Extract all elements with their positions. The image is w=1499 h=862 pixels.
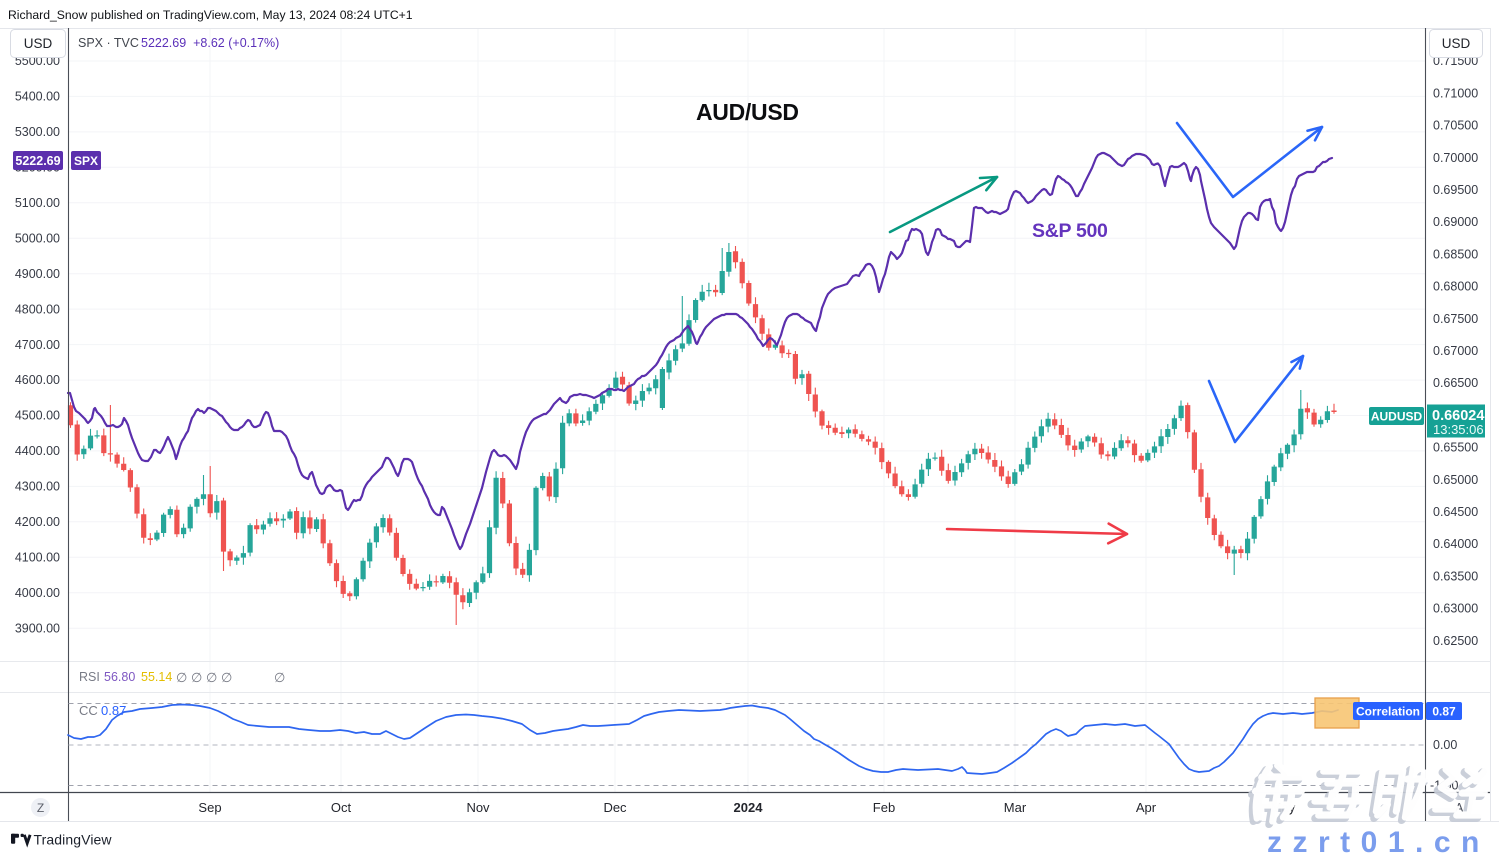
svg-text:0.71000: 0.71000 [1433,86,1478,100]
svg-text:Richard_Snow published on Trad: Richard_Snow published on TradingView.co… [8,8,413,22]
svg-text:∅: ∅ [221,670,232,685]
svg-text:0.67000: 0.67000 [1433,344,1478,358]
svg-text:5222.69 +8.62 (+0.17%): 5222.69 +8.62 (+0.17%) [141,36,279,50]
svg-text:TradingView: TradingView [34,832,113,848]
svg-text:0.68500: 0.68500 [1433,247,1478,261]
svg-text:0.65500: 0.65500 [1433,441,1478,455]
svg-text:Dec: Dec [603,800,627,815]
svg-text:S&P 500: S&P 500 [1032,220,1108,242]
svg-text:0.63000: 0.63000 [1433,602,1478,616]
svg-text:0.00: 0.00 [1433,738,1457,752]
svg-text:4700.00: 4700.00 [15,338,60,352]
svg-text:0.63500: 0.63500 [1433,569,1478,583]
svg-text:0.66024: 0.66024 [1432,408,1484,424]
svg-text:Sep: Sep [198,800,221,815]
svg-text:5400.00: 5400.00 [15,90,60,104]
svg-text:USD: USD [1442,36,1471,51]
svg-text:USD: USD [24,36,53,51]
svg-text:SPX: SPX [74,154,98,168]
svg-text:Nov: Nov [466,800,490,815]
svg-text:0.64500: 0.64500 [1433,505,1478,519]
svg-text:0.69000: 0.69000 [1433,215,1478,229]
svg-text:0.64000: 0.64000 [1433,537,1478,551]
svg-text:4400.00: 4400.00 [15,444,60,458]
svg-text:0.69500: 0.69500 [1433,183,1478,197]
svg-text:5100.00: 5100.00 [15,196,60,210]
svg-text:Correlation: Correlation [1356,705,1420,719]
svg-text:AUD/USD: AUD/USD [696,99,799,125]
svg-text:Mar: Mar [1004,800,1027,815]
svg-text:55.14: 55.14 [141,670,172,684]
svg-text:5000.00: 5000.00 [15,231,60,245]
svg-text:0.66500: 0.66500 [1433,376,1478,390]
svg-text:5300.00: 5300.00 [15,125,60,139]
svg-text:4800.00: 4800.00 [15,302,60,316]
svg-text:Oct: Oct [331,800,352,815]
svg-text:13:35:06: 13:35:06 [1433,422,1484,437]
svg-text:4500.00: 4500.00 [15,409,60,423]
svg-text:2024: 2024 [734,800,764,815]
svg-text:4300.00: 4300.00 [15,480,60,494]
svg-text:∅: ∅ [274,670,285,685]
svg-text:A: A [1455,801,1464,815]
svg-text:∅: ∅ [206,670,217,685]
svg-text:0.67500: 0.67500 [1433,312,1478,326]
svg-text:0.65000: 0.65000 [1433,473,1478,487]
svg-text:3900.00: 3900.00 [15,621,60,635]
svg-text:4000.00: 4000.00 [15,586,60,600]
svg-text:4600.00: 4600.00 [15,373,60,387]
svg-text:0.68000: 0.68000 [1433,280,1478,294]
svg-text:0.62500: 0.62500 [1433,634,1478,648]
svg-text:5222.69: 5222.69 [15,154,60,168]
svg-text:56.80: 56.80 [104,670,135,684]
svg-text:0.87: 0.87 [1432,705,1456,719]
svg-text:4900.00: 4900.00 [15,267,60,281]
svg-text:Feb: Feb [873,800,895,815]
svg-text:RSI: RSI [79,670,100,684]
svg-text:0.70000: 0.70000 [1433,151,1478,165]
svg-text:0.87: 0.87 [101,703,126,718]
svg-text:zzrt01.cn: zzrt01.cn [1267,826,1490,857]
svg-text:AUDUSD: AUDUSD [1371,410,1423,424]
svg-text:4200.00: 4200.00 [15,515,60,529]
svg-text:∅: ∅ [191,670,202,685]
svg-text:SPX · TVC: SPX · TVC [78,36,139,50]
svg-text:4100.00: 4100.00 [15,551,60,565]
svg-text:Z: Z [37,801,44,815]
svg-text:CC: CC [79,703,98,718]
svg-text:0.70500: 0.70500 [1433,119,1478,133]
svg-text:∅: ∅ [176,670,187,685]
svg-text:Apr: Apr [1136,800,1157,815]
